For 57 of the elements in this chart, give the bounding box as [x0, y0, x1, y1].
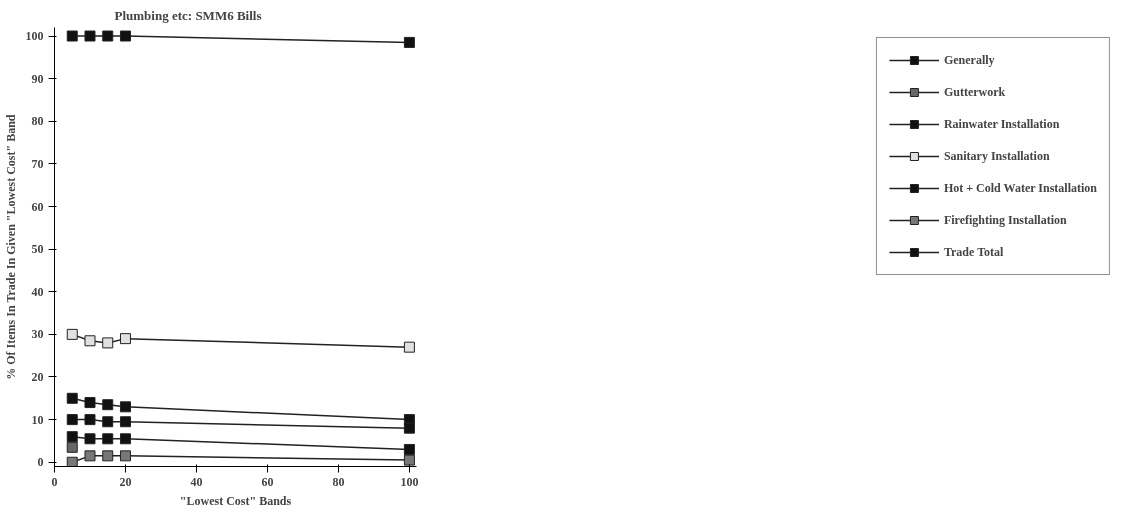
point [403, 454, 415, 466]
y-tick-label: 30 [31, 327, 44, 342]
chart-title: Plumbing etc: SMM6 Bills [114, 7, 262, 23]
point [84, 433, 96, 445]
point [102, 433, 114, 445]
legend-label: Firefighting Installation [943, 212, 1068, 228]
point [119, 333, 131, 345]
point [119, 433, 131, 445]
y-tick-label: 40 [31, 284, 44, 299]
point [102, 30, 114, 42]
legend-label: Gutterwork [943, 84, 1007, 100]
point [102, 337, 114, 349]
y-tick-label: 50 [31, 242, 44, 257]
point [119, 450, 131, 462]
point [119, 401, 131, 413]
x-axis-title: "Lowest Cost" Bands [179, 493, 292, 508]
point [403, 422, 415, 434]
y-tick-label: 80 [31, 114, 44, 129]
legend-label: Hot + Cold Water Installation [943, 180, 1097, 196]
point [66, 328, 78, 340]
y-tick-label: 100 [25, 29, 44, 44]
y-axis-title: % Of Items In Trade In Given "Lowest Cost" Band [3, 114, 18, 380]
x-tick-label: 80 [332, 474, 345, 489]
point [66, 431, 78, 443]
point [84, 450, 96, 462]
point [84, 335, 96, 347]
y-tick-label: 70 [31, 156, 44, 171]
y-tick-label: 20 [31, 370, 44, 384]
point [84, 414, 96, 426]
point [403, 36, 415, 48]
x-tick-label: 60 [261, 474, 274, 489]
point [84, 397, 96, 409]
y-tick-label: 10 [31, 412, 44, 427]
point [119, 416, 131, 428]
point [66, 30, 78, 42]
point [84, 30, 96, 42]
point [102, 416, 114, 428]
x-tick-label: 0 [51, 474, 58, 489]
legend-label: Rainwater Installation [943, 116, 1061, 132]
legend-label: Trade Total [943, 244, 1005, 260]
x-tick-label: 40 [190, 474, 203, 489]
legend-label: Sanitary Installation [943, 148, 1051, 164]
point [102, 450, 114, 462]
point [119, 30, 131, 42]
point [66, 392, 78, 404]
x-tick-label: 100 [400, 474, 419, 489]
point [66, 456, 78, 467]
y-tick-label: 60 [31, 199, 44, 214]
point [66, 441, 78, 453]
x-tick-label: 20 [119, 474, 132, 489]
point [403, 341, 415, 353]
legend-label: Generally [943, 52, 996, 68]
point [102, 399, 114, 411]
point [66, 414, 78, 426]
y-tick-label: 0 [37, 455, 44, 470]
point [403, 443, 415, 455]
y-tick-label: 90 [31, 71, 44, 86]
